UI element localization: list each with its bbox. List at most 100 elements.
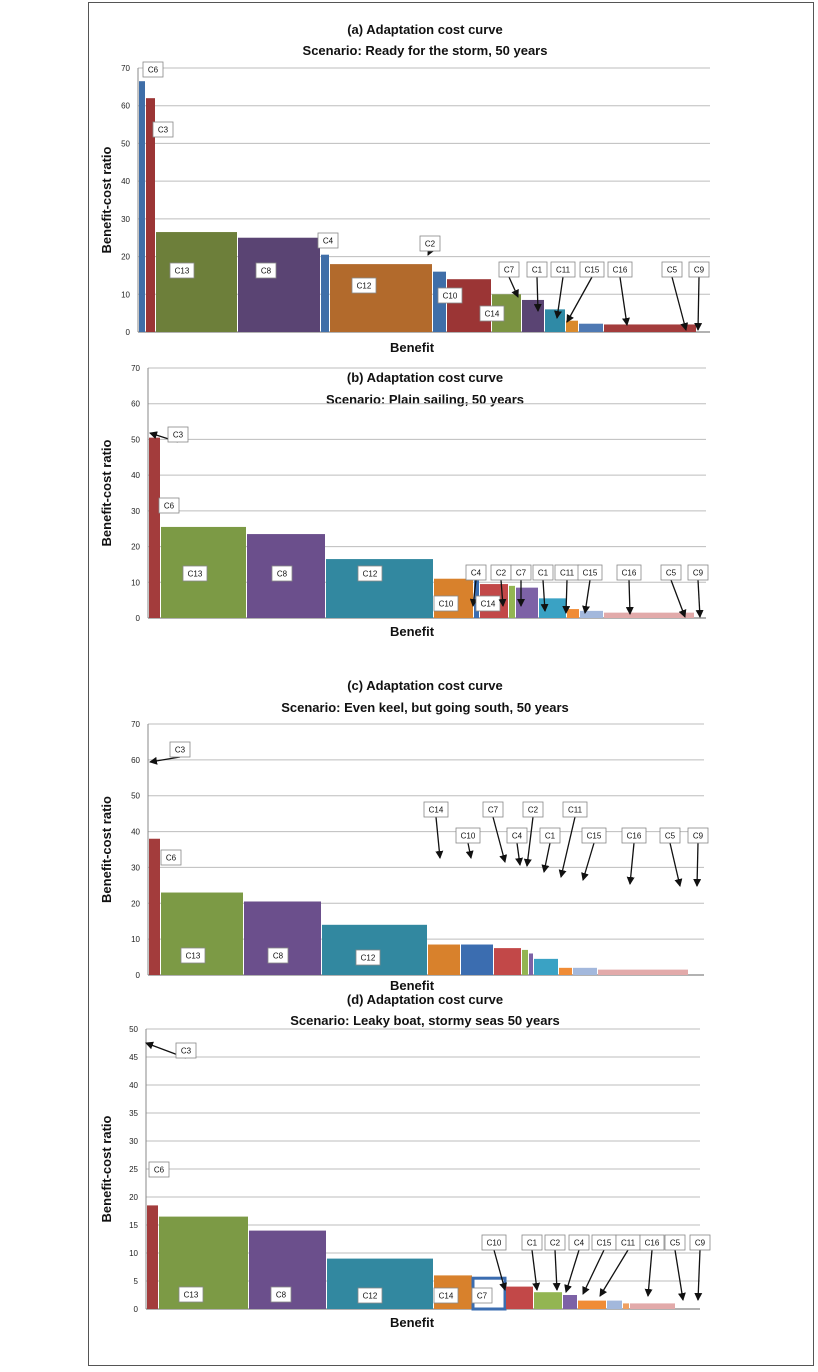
callout-box <box>689 1234 711 1251</box>
bar-c12 <box>330 264 432 332</box>
callout-label-c8: C8 <box>273 952 284 961</box>
bar-c1 <box>534 958 558 975</box>
chart-title: (b) Adaptation cost curve <box>347 370 503 385</box>
callout-label-c14: C14 <box>481 600 496 609</box>
y-tick-label: 30 <box>131 863 140 872</box>
callout-arrow <box>493 1249 508 1291</box>
callout-box <box>532 564 554 581</box>
callout-label-c3: C3 <box>158 126 169 135</box>
callout-box <box>167 426 189 443</box>
callout-arrow <box>694 276 703 331</box>
callout-box <box>687 564 709 581</box>
callout-arrow <box>469 579 478 607</box>
callout-box <box>182 565 208 582</box>
callout-label-c6: C6 <box>154 1166 165 1175</box>
callout-label-c8: C8 <box>277 570 288 579</box>
chart-subtitle: Scenario: Even keel, but going south, 50… <box>281 700 569 715</box>
callout-label-c16: C16 <box>613 266 628 275</box>
callout-box <box>568 1234 590 1251</box>
callout-label-c7: C7 <box>516 569 527 578</box>
y-tick-label: 10 <box>131 578 140 587</box>
callout-label-c10: C10 <box>487 1239 502 1248</box>
callout-box <box>660 564 682 581</box>
callout-box <box>526 261 548 278</box>
callout-box <box>482 801 504 818</box>
callout-label-c13: C13 <box>175 267 190 276</box>
bar-c7 <box>516 587 538 618</box>
callout-box <box>270 1286 292 1303</box>
callout-label-c5: C5 <box>670 1239 681 1248</box>
callout-label-c16: C16 <box>622 569 637 578</box>
callout-label-c10: C10 <box>439 600 454 609</box>
bar-c16 <box>630 1303 675 1309</box>
callout-label-c3: C3 <box>175 746 186 755</box>
callout-box <box>521 1234 543 1251</box>
callout-box <box>423 801 449 818</box>
callout-label-c11: C11 <box>621 1239 636 1248</box>
y-tick-label: 30 <box>129 1137 138 1146</box>
callout-box <box>158 497 180 514</box>
callout-box <box>581 827 607 844</box>
callout-label-c1: C1 <box>532 266 543 275</box>
callout-box <box>510 564 532 581</box>
callout-box <box>437 287 463 304</box>
bar-c16 <box>598 969 688 975</box>
y-tick-label: 60 <box>131 400 140 409</box>
y-tick-label: 0 <box>134 1305 139 1314</box>
callout-arrow <box>695 579 704 618</box>
callout-label-c15: C15 <box>583 569 598 578</box>
bar-c1 <box>539 598 566 618</box>
callout-box <box>664 1234 686 1251</box>
callout-arrow <box>554 276 564 319</box>
bar-c7 <box>494 948 521 975</box>
y-tick-label: 0 <box>126 328 131 337</box>
callout-box <box>357 1287 383 1304</box>
callout-label-c2: C2 <box>496 569 507 578</box>
bar-c16 <box>604 612 694 618</box>
bar-c11 <box>623 1303 629 1309</box>
bar-c14 <box>428 944 460 975</box>
bar-c6 <box>149 437 160 618</box>
y-tick-label: 30 <box>131 507 140 516</box>
callout-arrow <box>566 276 593 323</box>
callout-arrow <box>541 842 551 873</box>
chart-subtitle: Scenario: Leaky boat, stormy seas 50 yea… <box>290 1013 560 1028</box>
bar-c11 <box>559 967 572 975</box>
y-tick-label: 0 <box>136 614 141 623</box>
bar-c3 <box>146 98 155 333</box>
callout-label-c8: C8 <box>261 267 272 276</box>
callout-box <box>152 121 174 138</box>
y-tick-label: 10 <box>129 1249 138 1258</box>
chart-subtitle: Scenario: Plain sailing, 50 years <box>326 392 524 407</box>
callout-box <box>351 277 377 294</box>
callout-label-c9: C9 <box>695 1239 706 1248</box>
callout-arrow <box>427 246 435 256</box>
callout-box <box>178 1286 204 1303</box>
x-axis-label: Benefit <box>390 1315 435 1330</box>
chart-title: (c) Adaptation cost curve <box>347 678 503 693</box>
callout-box <box>357 565 383 582</box>
bar-c13 <box>159 1216 248 1309</box>
bar-c15 <box>607 1300 622 1309</box>
bar-c8 <box>244 901 321 975</box>
callout-label-c5: C5 <box>665 832 676 841</box>
callout-box <box>471 1287 493 1304</box>
callout-label-c14: C14 <box>429 806 444 815</box>
callout-label-c13: C13 <box>184 1291 199 1300</box>
callout-arrow <box>671 276 689 331</box>
y-tick-label: 20 <box>129 1193 138 1202</box>
callout-label-c11: C11 <box>568 806 583 815</box>
callout-box <box>562 801 588 818</box>
callout-box <box>271 565 293 582</box>
callout-arrow <box>582 1249 605 1295</box>
callout-label-c16: C16 <box>645 1239 660 1248</box>
bar-c1 <box>534 1292 562 1309</box>
figure-frame <box>88 2 814 1366</box>
y-tick-label: 10 <box>121 290 130 299</box>
callout-box <box>465 564 487 581</box>
bar-c2 <box>563 1295 577 1309</box>
callout-box <box>550 261 576 278</box>
bar-c15 <box>573 967 597 975</box>
